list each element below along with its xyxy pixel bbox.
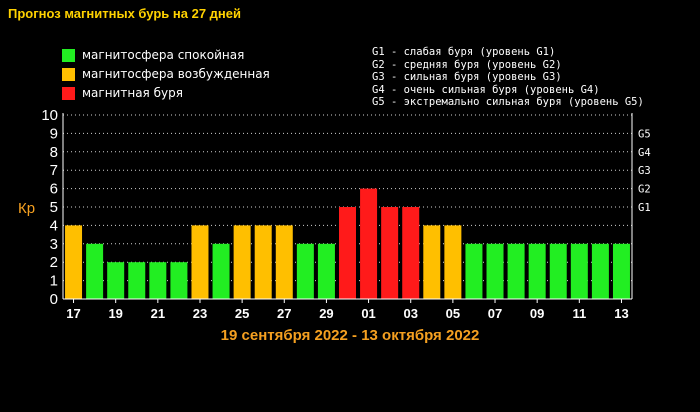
x-tick-label: 05 [446, 306, 460, 321]
y-tick-label: 7 [50, 162, 58, 179]
bar [128, 262, 146, 299]
bar [528, 243, 546, 299]
bar [549, 243, 567, 299]
x-tick-label: 23 [193, 306, 207, 321]
x-tick-label: 11 [572, 306, 586, 321]
bar [170, 262, 188, 299]
bar [444, 225, 462, 299]
y-tick-label: 4 [50, 217, 58, 234]
legend-swatch-active [62, 68, 75, 81]
bar [275, 225, 293, 299]
g-level-5: G5 - экстремально сильная буря (уровень … [372, 96, 644, 108]
date-range: 19 сентября 2022 - 13 октября 2022 [220, 327, 480, 344]
g-tick-label: G1 [638, 202, 651, 214]
y-axis-label: Кр [18, 200, 35, 217]
y-tick-label: 1 [50, 273, 58, 290]
y-tick-label: 5 [50, 199, 58, 216]
bar [486, 243, 504, 299]
g-level-2: G2 - средняя буря (уровень G2) [372, 58, 562, 71]
g-level-1: G1 - слабая буря (уровень G1) [372, 46, 556, 58]
bar [570, 243, 588, 299]
legend-label-storm: магнитная буря [82, 86, 183, 100]
x-tick-label: 17 [66, 306, 80, 321]
bar [591, 243, 609, 299]
g-tick-label: G5 [638, 128, 651, 140]
g-tick-label: G2 [638, 184, 651, 196]
x-tick-label: 03 [403, 306, 417, 321]
y-tick-label: 3 [50, 236, 58, 253]
bar [423, 225, 441, 299]
x-tick-label: 21 [151, 306, 165, 321]
bar [402, 207, 420, 299]
g-tick-label: G4 [638, 147, 651, 159]
bar [86, 243, 104, 299]
bar [107, 262, 125, 299]
x-tick-label: 27 [277, 306, 291, 321]
bar [339, 207, 356, 299]
bar [254, 225, 272, 299]
bar [381, 207, 399, 299]
y-tick-label: 0 [50, 291, 58, 308]
legend-label-quiet: магнитосфера спокойная [82, 48, 245, 62]
x-tick-label: 07 [488, 306, 502, 321]
bar [149, 262, 167, 299]
bar [212, 243, 230, 299]
legend-swatch-storm [62, 87, 75, 100]
y-tick-label: 2 [50, 254, 58, 271]
bar [360, 188, 378, 299]
y-tick-label: 6 [50, 181, 58, 198]
x-tick-label: 29 [319, 306, 333, 321]
g-tick-label: G3 [638, 165, 651, 177]
x-tick-label: 25 [235, 306, 249, 321]
bar [233, 225, 251, 299]
y-tick-label: 10 [41, 107, 58, 124]
chart-title: Прогноз магнитных бурь на 27 дней [8, 6, 241, 21]
bar [191, 225, 209, 299]
g-level-4: G4 - очень сильная буря (уровень G4) [372, 83, 600, 96]
g-level-3: G3 - сильная буря (уровень G3) [372, 71, 562, 83]
bar [612, 243, 630, 299]
legend-swatch-quiet [62, 49, 75, 62]
y-tick-label: 8 [50, 144, 58, 161]
y-tick-label: 9 [50, 125, 58, 142]
x-tick-label: 13 [614, 306, 628, 321]
bar [296, 243, 314, 299]
legend-label-active: магнитосфера возбужденная [82, 67, 270, 81]
x-tick-label: 19 [108, 306, 122, 321]
x-tick-label: 01 [361, 306, 375, 321]
bar [65, 225, 83, 299]
bar [317, 243, 335, 299]
x-tick-label: 09 [530, 306, 544, 321]
bar [507, 243, 525, 299]
g-level-legend: G1 - слабая буря (уровень G1) G2 - средн… [372, 46, 644, 109]
bar [465, 243, 483, 299]
